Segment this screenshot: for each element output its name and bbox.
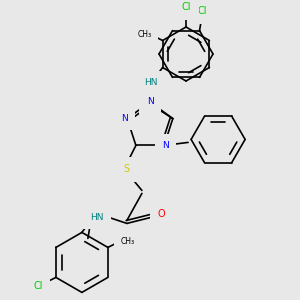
Text: O: O — [158, 209, 165, 219]
Text: N: N — [121, 114, 128, 123]
Text: CH₃: CH₃ — [120, 237, 134, 246]
Text: Cl: Cl — [197, 6, 207, 16]
Text: HN: HN — [90, 213, 104, 222]
Text: Cl: Cl — [181, 2, 191, 13]
Text: HN: HN — [144, 78, 158, 87]
Text: N: N — [162, 141, 169, 150]
Text: CH₃: CH₃ — [138, 30, 152, 39]
Text: S: S — [124, 164, 130, 174]
Text: N: N — [147, 98, 153, 106]
Text: Cl: Cl — [33, 281, 43, 291]
